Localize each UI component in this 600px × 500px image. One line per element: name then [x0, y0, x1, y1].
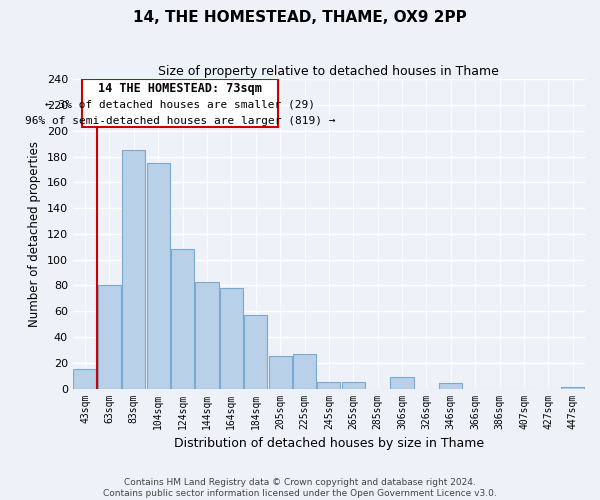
Bar: [391, 377, 413, 388]
Bar: [146, 163, 170, 388]
Text: Contains HM Land Registry data © Crown copyright and database right 2024.
Contai: Contains HM Land Registry data © Crown c…: [103, 478, 497, 498]
Y-axis label: Number of detached properties: Number of detached properties: [28, 141, 41, 327]
Bar: [439, 384, 463, 388]
Text: 14, THE HOMESTEAD, THAME, OX9 2PP: 14, THE HOMESTEAD, THAME, OX9 2PP: [133, 10, 467, 25]
Bar: [98, 286, 121, 389]
Bar: [293, 354, 316, 388]
Bar: [122, 150, 145, 388]
Bar: [73, 369, 97, 388]
Title: Size of property relative to detached houses in Thame: Size of property relative to detached ho…: [158, 65, 499, 78]
Bar: [317, 382, 340, 388]
FancyBboxPatch shape: [82, 79, 278, 127]
X-axis label: Distribution of detached houses by size in Thame: Distribution of detached houses by size …: [174, 437, 484, 450]
Bar: [196, 282, 218, 389]
Bar: [171, 250, 194, 388]
Bar: [269, 356, 292, 388]
Bar: [244, 315, 268, 388]
Text: 14 THE HOMESTEAD: 73sqm: 14 THE HOMESTEAD: 73sqm: [98, 82, 262, 95]
Bar: [220, 288, 243, 388]
Bar: [342, 382, 365, 388]
Text: 96% of semi-detached houses are larger (819) →: 96% of semi-detached houses are larger (…: [25, 116, 335, 126]
Text: ← 3% of detached houses are smaller (29): ← 3% of detached houses are smaller (29): [45, 99, 315, 109]
